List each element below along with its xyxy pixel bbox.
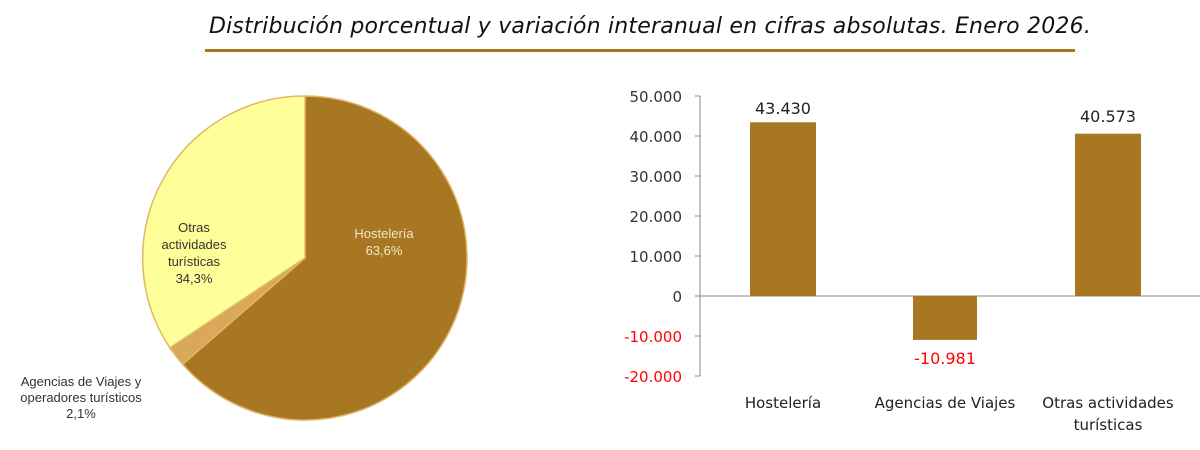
y-tick-label: 0 [672,288,682,306]
y-axis-tick-labels: 50.000 40.000 30.000 20.000 10.000 0 -10… [624,88,682,386]
x-category-label: Agencias de Viajes [875,394,1016,412]
x-category-label: Otras actividades [1042,394,1174,412]
y-tick-label: 10.000 [630,248,683,266]
y-tick-label-negative: -10.000 [624,328,682,346]
bar-otras [1075,133,1141,296]
chart-title: Distribución porcentual y variación inte… [208,14,1092,39]
bar-agencias [913,296,977,340]
y-axis [695,95,701,377]
bar-hosteleria [750,122,816,296]
x-category-label: Hostelería [745,394,821,412]
pie-label-otras-value: 34,3% [176,271,213,286]
pie-label-otras-line2: actividades [161,237,227,252]
pie-slice-hosteleria [181,95,468,421]
pie-label-hosteleria-name: Hostelería [354,226,414,241]
bar-value-label-negative: -10.981 [914,349,976,368]
bar-value-label: 40.573 [1080,107,1136,126]
y-tick-label: 50.000 [630,88,683,106]
y-tick-label: 30.000 [630,168,683,186]
pie-label-otras-line1: Otras [178,220,210,235]
x-category-label-line2: turísticas [1074,416,1143,434]
pie-label-agencias-value: 2,1% [66,406,96,421]
pie-slices [141,95,468,421]
y-tick-label: 40.000 [630,128,683,146]
pie-label-agencias-line1: Agencias de Viajes y [21,374,142,389]
title-underline [205,49,1075,52]
y-tick-label: 20.000 [630,208,683,226]
y-tick-label-negative: -20.000 [624,368,682,386]
bar-chart: 50.000 40.000 30.000 20.000 10.000 0 -10… [624,88,1200,434]
pie-slice-otras [141,95,306,349]
pie-label-agencias-line2: operadores turísticos [20,390,142,405]
pie-chart: Hostelería 63,6% Otras actividades turís… [20,95,468,421]
bar-value-label: 43.430 [755,99,811,118]
pie-label-hosteleria-value: 63,6% [366,243,403,258]
pie-label-otras-line3: turísticas [168,254,221,269]
